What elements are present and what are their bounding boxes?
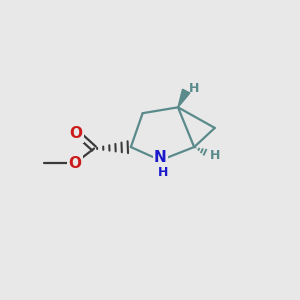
Text: H: H xyxy=(188,82,199,95)
Text: O: O xyxy=(69,126,82,141)
Text: O: O xyxy=(68,156,81,171)
Text: H: H xyxy=(158,166,168,178)
Polygon shape xyxy=(178,89,190,107)
Text: H: H xyxy=(210,149,220,162)
Text: N: N xyxy=(154,150,167,165)
